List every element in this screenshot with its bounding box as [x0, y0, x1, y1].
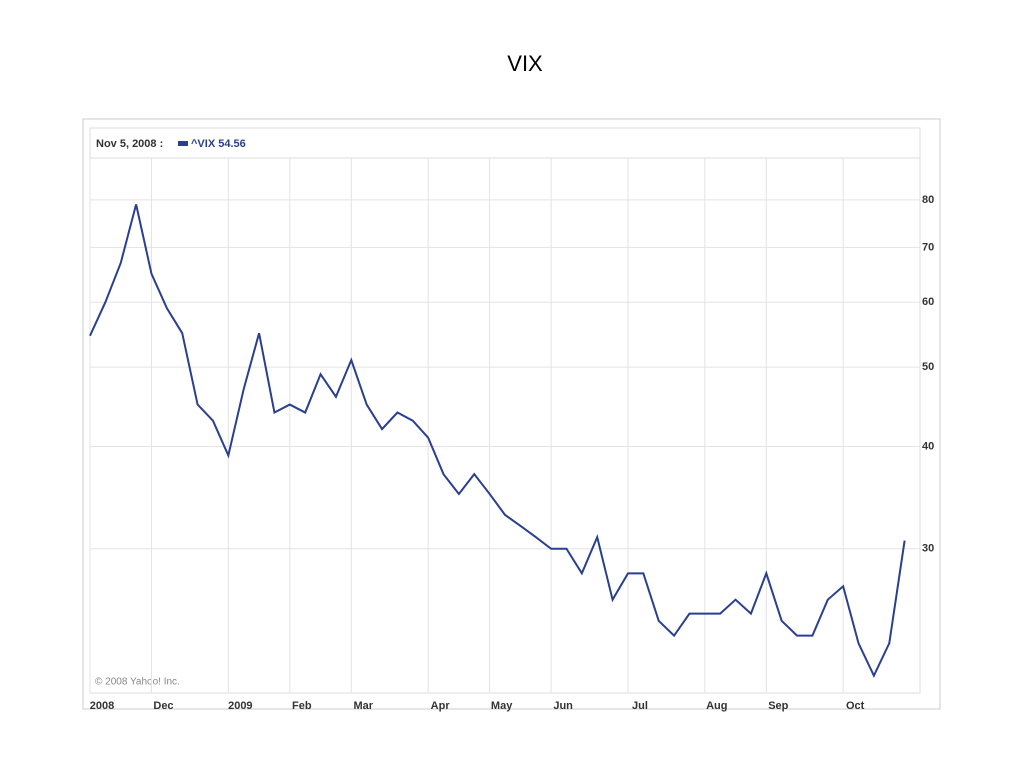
x-tick-label: Jul	[632, 700, 648, 712]
credit: © 2008 Yahoo! Inc.	[95, 677, 180, 688]
x-tick-label: May	[491, 700, 513, 712]
x-tick-label: Mar	[354, 700, 374, 712]
x-tick-label: 2009	[228, 700, 252, 712]
x-tick-label: Feb	[292, 700, 312, 712]
x-tick-label: Sep	[768, 700, 788, 712]
x-tick-label: Dec	[153, 700, 173, 712]
x-tick-label: 2008	[90, 700, 114, 712]
y-tick-label: 30	[922, 543, 934, 555]
x-tick-label: Jun	[553, 700, 573, 712]
chart-frame	[82, 118, 941, 710]
y-tick-label: 70	[922, 241, 934, 253]
line-series	[89, 204, 906, 678]
x-tick-label: Aug	[706, 700, 727, 712]
y-tick-label: 50	[922, 361, 934, 373]
legend-label: ^VIX 54.56	[191, 138, 246, 150]
y-tick-label: 80	[922, 194, 934, 206]
legend-swatch	[178, 141, 188, 146]
y-tick-label: 40	[922, 440, 934, 452]
x-tick-label: Oct	[846, 700, 865, 712]
slide-title: VIX	[507, 51, 543, 76]
legend-date: Nov 5, 2008 :	[96, 138, 163, 150]
y-tick-label: 60	[922, 296, 934, 308]
x-tick-label: Apr	[431, 700, 451, 712]
